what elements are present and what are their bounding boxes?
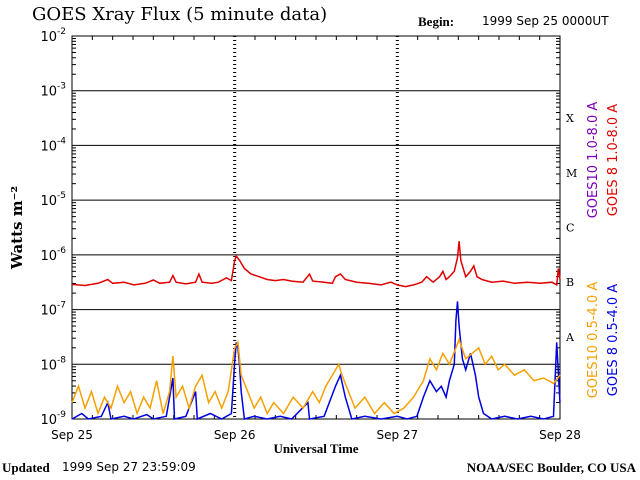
y-tick-label: 10-5 (40, 191, 66, 209)
updated-label: Updated (2, 460, 50, 475)
flare-class-label: B (566, 276, 574, 289)
legend-entry: GOES10 1.0-8.0 A (586, 102, 601, 219)
series-line (71, 241, 561, 288)
x-axis-title: Universal Time (273, 441, 358, 456)
chart-title: GOES Xray Flux (5 minute data) (32, 4, 328, 25)
series-line (71, 301, 561, 421)
series-line (71, 337, 561, 416)
y-tick-label: 10-3 (40, 82, 66, 100)
y-tick-label: 10-2 (40, 27, 66, 45)
y-tick-label: 10-9 (40, 410, 66, 428)
legend-entry: GOES10 0.5-4.0 A (586, 282, 601, 399)
flare-class-label: A (565, 331, 575, 344)
flare-class-label: X (566, 112, 574, 125)
credit-text: NOAA/SEC Boulder, CO USA (466, 460, 636, 475)
y-tick-label: 10-4 (40, 136, 66, 154)
y-tick-label: 10-8 (40, 355, 66, 373)
y-tick-label: 10-6 (40, 246, 66, 264)
y-axis-title: Watts m⁻² (8, 186, 26, 270)
updated-value: 1999 Sep 27 23:59:09 (62, 460, 196, 474)
begin-label: Begin: (418, 14, 455, 29)
legend-entry: GOES 8 1.0-8.0 A (606, 104, 621, 216)
x-tick-label: Sep 25 (51, 428, 93, 442)
x-tick-label: Sep 27 (376, 428, 418, 442)
legend-entry: GOES 8 0.5-4.0 A (606, 284, 621, 396)
x-tick-label: Sep 28 (539, 428, 581, 442)
flare-class-label: C (566, 222, 574, 235)
begin-value: 1999 Sep 25 0000UT (482, 14, 609, 28)
y-tick-label: 10-7 (40, 301, 66, 319)
flare-class-label: M (566, 167, 577, 180)
x-tick-label: Sep 26 (214, 428, 256, 442)
